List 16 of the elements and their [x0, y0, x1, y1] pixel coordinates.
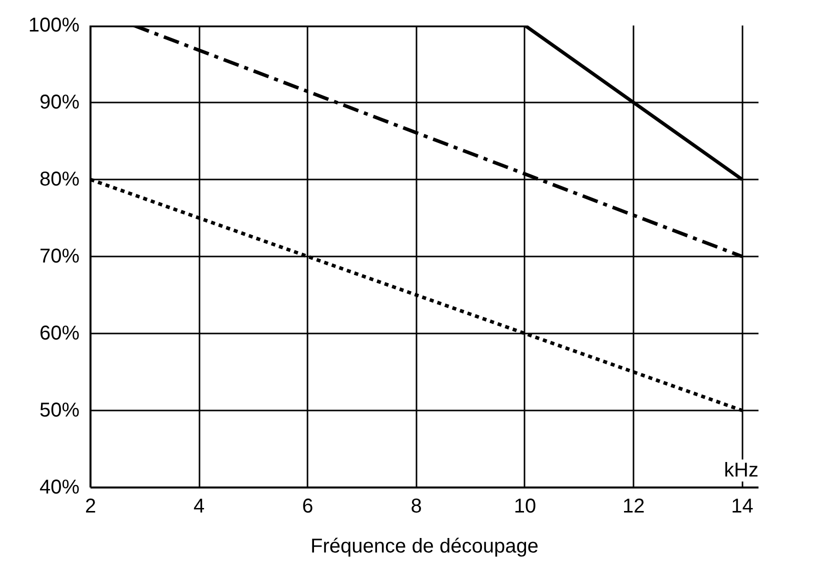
y-tick-label: 90% [39, 92, 80, 114]
x-tick-label: 2 [84, 496, 96, 518]
x-tick-label: 6 [302, 496, 314, 518]
y-tick-label: 70% [39, 246, 80, 268]
x-tick-label: 10 [514, 496, 536, 518]
y-tick-label: 50% [39, 400, 80, 422]
y-tick-label: 80% [39, 168, 80, 190]
y-tick-label: 60% [39, 322, 80, 344]
y-tick-label: 40% [39, 476, 80, 498]
x-tick-label: 8 [410, 496, 422, 518]
y-tick-label: 100% [28, 14, 80, 36]
x-axis-title: Fréquence de découpage [310, 536, 538, 558]
annotation: kHz [724, 460, 759, 482]
x-tick-label: 14 [731, 496, 754, 518]
x-tick-label: 4 [194, 496, 205, 518]
x-tick-label: 12 [622, 496, 645, 518]
